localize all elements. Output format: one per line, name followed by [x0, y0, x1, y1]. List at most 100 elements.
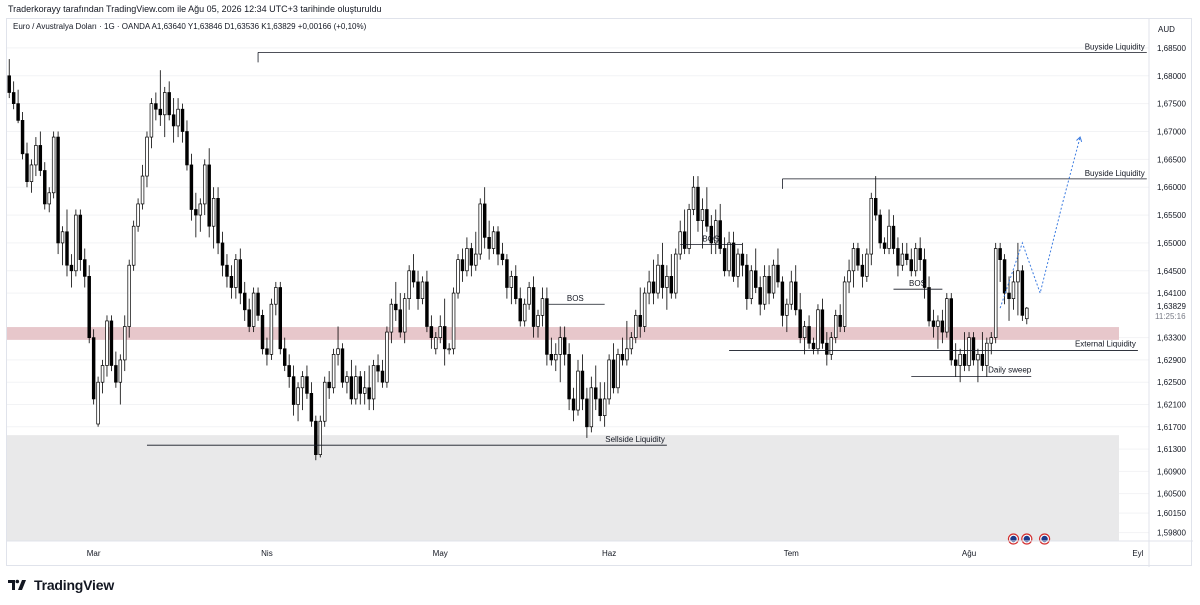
candle[interactable] [327, 371, 331, 399]
candle[interactable] [34, 137, 38, 177]
candle[interactable] [807, 315, 811, 349]
candle[interactable] [291, 365, 296, 416]
candle[interactable] [309, 382, 314, 427]
candle[interactable] [296, 382, 300, 422]
candle[interactable] [234, 254, 238, 299]
candle[interactable] [554, 343, 558, 372]
candle[interactable] [825, 332, 829, 366]
candle[interactable] [900, 242, 905, 271]
candle[interactable] [43, 162, 47, 210]
candle[interactable] [154, 92, 158, 121]
candle[interactable] [865, 248, 869, 282]
candle[interactable] [887, 209, 891, 255]
candle[interactable] [922, 248, 927, 299]
candle[interactable] [851, 242, 856, 288]
candle[interactable] [434, 332, 438, 355]
candle[interactable] [873, 176, 878, 221]
candle[interactable] [842, 276, 847, 333]
candle[interactable] [665, 265, 669, 310]
candle[interactable] [407, 265, 411, 310]
candle[interactable] [638, 287, 642, 338]
candle[interactable] [913, 242, 918, 277]
candle[interactable] [345, 371, 349, 394]
candle[interactable] [518, 287, 522, 327]
candle[interactable] [314, 415, 318, 461]
candle[interactable] [829, 332, 834, 360]
candle[interactable] [860, 254, 865, 288]
candle[interactable] [540, 287, 545, 327]
candle[interactable] [918, 237, 922, 271]
candle[interactable] [576, 359, 580, 416]
candle[interactable] [416, 270, 420, 310]
candle[interactable] [269, 298, 274, 360]
candle[interactable] [980, 332, 985, 372]
candle[interactable] [562, 326, 567, 366]
candle[interactable] [123, 315, 127, 372]
candle[interactable] [953, 343, 958, 377]
candle[interactable] [131, 220, 136, 271]
candle[interactable] [420, 276, 425, 305]
candle[interactable] [487, 220, 491, 260]
candle[interactable] [1020, 265, 1025, 321]
candle[interactable] [465, 237, 469, 277]
candle[interactable] [478, 198, 482, 260]
candle[interactable] [38, 131, 43, 177]
candle[interactable] [776, 248, 780, 288]
candle[interactable] [594, 365, 598, 411]
candle[interactable] [394, 281, 398, 321]
candle[interactable] [340, 343, 345, 388]
candle[interactable] [243, 281, 247, 321]
candle[interactable] [425, 270, 429, 333]
candle[interactable] [69, 254, 74, 288]
candle[interactable] [287, 354, 291, 388]
candle[interactable] [909, 248, 913, 277]
candle[interactable] [331, 348, 336, 394]
candle[interactable] [629, 332, 634, 355]
candle[interactable] [634, 309, 638, 344]
candle[interactable] [642, 287, 647, 333]
candle[interactable] [745, 254, 749, 310]
candle[interactable] [798, 293, 802, 344]
candle[interactable] [429, 315, 434, 349]
candle[interactable] [869, 192, 874, 266]
candlestick-chart[interactable]: Buyside Liquidity Buyside Liquidity BOS BOS… [7, 19, 1193, 567]
candle[interactable] [945, 293, 949, 338]
candle[interactable] [971, 332, 976, 366]
candle[interactable] [927, 276, 931, 327]
candle[interactable] [274, 281, 278, 316]
candle[interactable] [838, 304, 842, 333]
candle[interactable] [278, 281, 283, 355]
candle[interactable] [180, 103, 185, 143]
candle[interactable] [198, 198, 203, 232]
candle[interactable] [647, 270, 651, 305]
candle[interactable] [20, 112, 25, 160]
candle[interactable] [322, 376, 327, 427]
candle[interactable] [936, 315, 940, 349]
candle[interactable] [402, 293, 407, 344]
candle[interactable] [669, 254, 674, 299]
candle[interactable] [78, 209, 83, 271]
candle[interactable] [456, 254, 460, 299]
candle[interactable] [127, 259, 131, 338]
candle[interactable] [531, 276, 536, 338]
candle[interactable] [136, 198, 140, 232]
candle[interactable] [616, 348, 620, 394]
candle[interactable] [985, 337, 989, 377]
candle[interactable] [905, 242, 909, 266]
flag-icon-au-eu[interactable] [1021, 533, 1033, 545]
candle[interactable] [163, 86, 167, 138]
candle[interactable] [514, 265, 518, 305]
candle[interactable] [536, 309, 540, 338]
candle[interactable] [660, 242, 665, 299]
candle[interactable] [700, 198, 705, 249]
candle[interactable] [727, 231, 731, 277]
candle[interactable] [682, 209, 687, 255]
candle[interactable] [891, 215, 896, 255]
candle[interactable] [260, 309, 265, 355]
candle[interactable] [411, 254, 416, 288]
candle[interactable] [785, 298, 789, 333]
candle[interactable] [598, 382, 602, 422]
candle[interactable] [509, 270, 514, 305]
candle[interactable] [7, 59, 11, 99]
candle[interactable] [158, 70, 163, 126]
